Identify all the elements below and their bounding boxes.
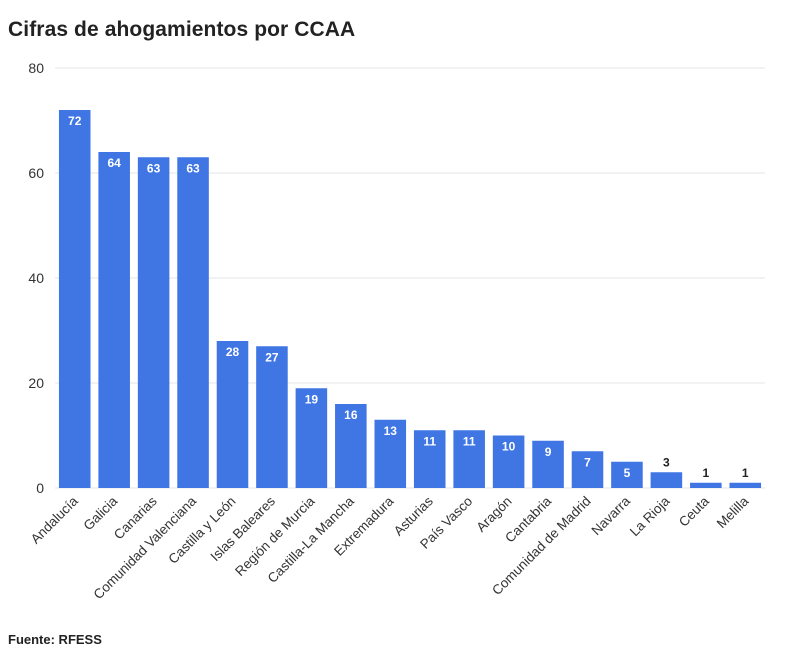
bar — [571, 451, 604, 488]
bar — [374, 419, 407, 488]
bar — [650, 472, 683, 488]
data-label: 1 — [702, 466, 709, 480]
data-label: 64 — [107, 156, 121, 170]
data-label: 5 — [624, 466, 631, 480]
bar — [98, 152, 130, 488]
data-label: 63 — [186, 161, 200, 175]
bar — [216, 341, 249, 488]
bar — [256, 346, 288, 488]
chart-title: Cifras de ahogamientos por CCAA — [8, 18, 356, 41]
data-label: 27 — [265, 350, 279, 364]
data-label: 11 — [463, 434, 476, 448]
data-label: 9 — [545, 445, 552, 459]
bar — [729, 482, 762, 488]
x-tick-label: La Rioja — [627, 493, 673, 539]
data-label: 16 — [344, 408, 358, 422]
y-tick-label: 40 — [28, 270, 44, 286]
data-label: 13 — [384, 424, 398, 438]
y-tick-label: 60 — [28, 165, 44, 181]
bar — [611, 461, 643, 488]
y-axis: 0 20 40 60 80 — [28, 60, 44, 496]
x-tick-label: Melilla — [714, 493, 752, 531]
source-note: Fuente: RFESS — [8, 632, 102, 647]
data-label: 28 — [226, 345, 240, 359]
y-tick-label: 0 — [36, 480, 44, 496]
data-label: 11 — [423, 434, 436, 448]
data-label: 1 — [742, 466, 749, 480]
x-tick-label: Navarra — [589, 493, 634, 538]
bar — [492, 435, 525, 488]
x-tick-label: Ceuta — [676, 493, 712, 529]
data-label: 19 — [305, 392, 319, 406]
bar — [532, 440, 564, 488]
bar — [335, 404, 367, 488]
x-tick-label: Andalucía — [28, 493, 81, 546]
bar — [413, 430, 446, 488]
y-tick-label: 80 — [28, 60, 44, 76]
bar — [690, 482, 722, 488]
bar — [58, 110, 91, 488]
bar — [453, 430, 485, 488]
data-label: 7 — [584, 455, 591, 469]
data-label: 63 — [147, 161, 161, 175]
bar — [137, 157, 170, 488]
bar — [295, 388, 328, 488]
bar — [177, 157, 209, 488]
data-label: 72 — [68, 114, 82, 128]
gridlines — [55, 67, 765, 489]
data-label: 3 — [663, 455, 670, 469]
data-label: 10 — [502, 440, 516, 454]
y-tick-label: 20 — [28, 375, 44, 391]
